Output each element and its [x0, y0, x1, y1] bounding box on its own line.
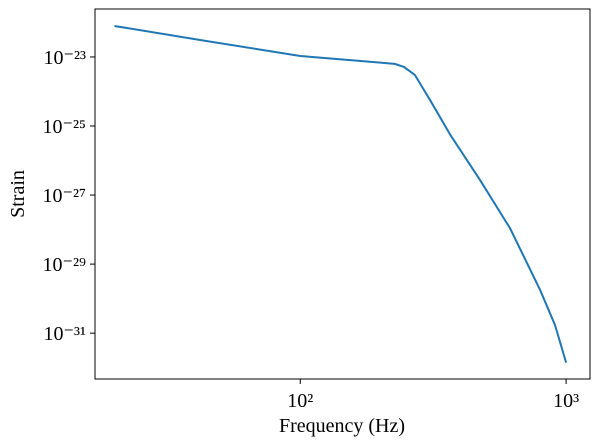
x-tick-label: 10³	[553, 390, 579, 412]
y-tick-label: 10⁻²⁷	[42, 185, 86, 207]
y-tick-label: 10⁻²⁹	[42, 254, 86, 276]
y-tick-label: 10⁻²⁵	[42, 116, 86, 138]
y-tick-label: 10⁻³¹	[43, 323, 86, 345]
plot-frame	[94, 8, 591, 380]
x-axis-label: Frequency (Hz)	[279, 415, 405, 437]
x-tick-label: 10²	[287, 390, 313, 412]
data-line	[114, 24, 568, 363]
y-axis-label: Strain	[7, 170, 29, 218]
y-tick-label: 10⁻²³	[43, 47, 86, 69]
